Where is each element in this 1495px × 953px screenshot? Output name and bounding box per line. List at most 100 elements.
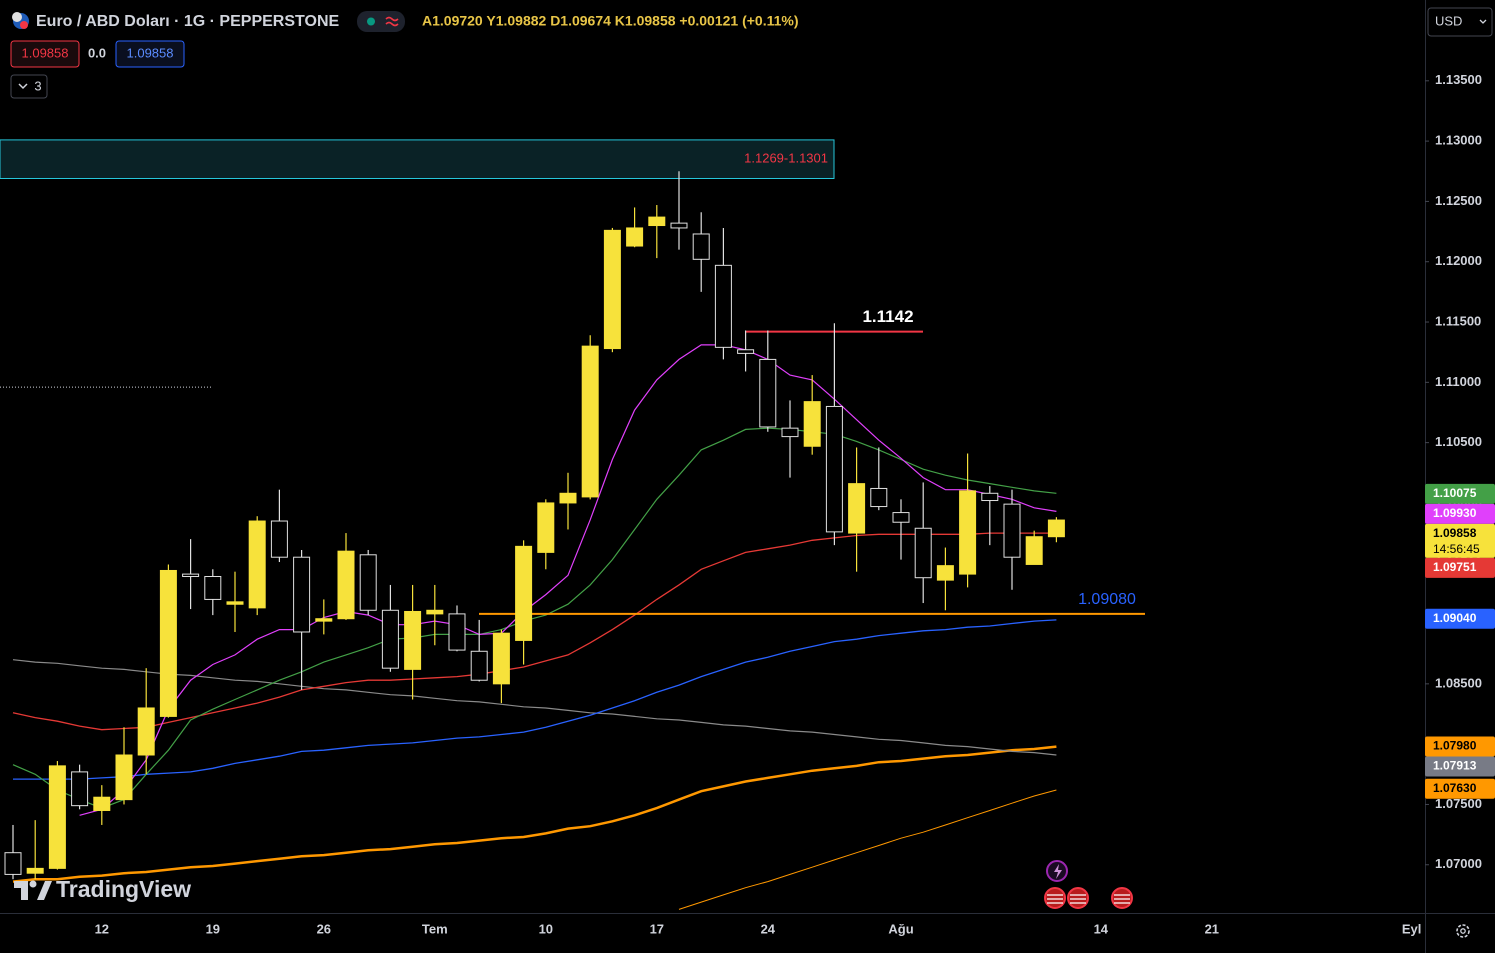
candle-body — [293, 556, 311, 633]
candle-body — [892, 512, 910, 523]
market-status — [357, 11, 405, 32]
candle-body — [692, 233, 710, 260]
candle-body — [26, 867, 44, 874]
candle-body — [115, 754, 133, 801]
x-tick-label: 14 — [1094, 921, 1109, 936]
candle-body — [759, 358, 777, 428]
candle-body — [404, 610, 422, 670]
sell-price[interactable]: 1.09858 — [22, 45, 69, 60]
price-label-box — [1425, 608, 1495, 629]
y-tick-label: 1.10500 — [1435, 434, 1482, 449]
x-tick-label: 19 — [206, 921, 220, 936]
moving-average-line — [13, 619, 1057, 780]
candle-body — [581, 345, 599, 498]
buy-price[interactable]: 1.09858 — [127, 45, 174, 60]
currency-button[interactable] — [1427, 7, 1493, 37]
buy-button[interactable] — [115, 40, 185, 68]
candle-body — [270, 520, 288, 558]
price-label: 1.07630 — [1433, 781, 1477, 795]
candle-body — [559, 492, 577, 504]
symbol-title: Euro / ABD Doları · 1G · PEPPERSTONE — [36, 13, 339, 30]
moving-average-line — [79, 344, 1057, 816]
ohlc-quote: A1.09720 Y1.09882 D1.09674 K1.09858 +0.0… — [422, 13, 799, 29]
candle-body — [737, 349, 755, 354]
candle-body — [537, 502, 555, 553]
x-tick-label: Ağu — [888, 921, 913, 936]
candle-body — [4, 852, 22, 875]
price-label: 1.07913 — [1433, 759, 1477, 773]
level-label: 1.09080 — [1078, 591, 1136, 608]
candle-body — [959, 490, 977, 575]
candle-body — [359, 554, 377, 611]
spread: 0.0 — [88, 45, 106, 60]
candle-body — [226, 601, 244, 605]
moving-average-line — [12, 745, 1057, 883]
candle-body — [1003, 503, 1021, 558]
candle-body — [248, 520, 266, 609]
candle-body — [159, 569, 177, 717]
candle-body — [626, 227, 644, 247]
axes: 1.070001.075001.080001.085001.090001.095… — [95, 72, 1495, 936]
x-tick-label: Tem — [422, 921, 448, 936]
level-label: 1.1142 — [862, 307, 913, 326]
price-label-box — [1425, 557, 1495, 578]
candle-body — [48, 765, 66, 869]
candle-body — [381, 609, 399, 669]
candle-body — [515, 545, 533, 641]
candle-body — [492, 632, 510, 685]
indicators-toggle[interactable] — [10, 74, 48, 99]
zone-label: 1.1269-1.1301 — [744, 151, 828, 166]
candle-body — [848, 483, 866, 534]
candle-body — [93, 796, 111, 811]
y-tick-label: 1.13000 — [1435, 133, 1482, 148]
y-tick-label: 1.07500 — [1435, 796, 1482, 811]
candle-body — [803, 401, 821, 447]
candle-body — [781, 427, 799, 438]
candle-body — [1047, 519, 1065, 538]
price-label: 1.09858 — [1433, 526, 1477, 540]
plot-area: 1.1269-1.1301 1.1142 1.09080 — [0, 139, 1145, 910]
price-label-box — [1425, 523, 1495, 558]
candle-body — [448, 613, 466, 651]
candle-body — [315, 618, 333, 622]
candle-body — [337, 550, 355, 620]
x-tick-label: 24 — [761, 921, 776, 936]
chevron-icon — [1479, 19, 1487, 24]
event-icons[interactable] — [1044, 860, 1133, 909]
candle-body — [670, 222, 688, 229]
candle-body — [870, 487, 888, 508]
candle-body — [182, 573, 200, 578]
watermark: TradingView — [56, 876, 191, 902]
candle-body — [714, 264, 732, 348]
candle-body — [825, 405, 843, 533]
x-tick-label: Eyl — [1402, 921, 1422, 936]
candle-body — [648, 216, 666, 227]
price-label: 1.09751 — [1433, 560, 1477, 574]
y-tick-label: 1.11500 — [1435, 313, 1481, 328]
candle-body — [470, 650, 488, 681]
y-tick-label: 1.13500 — [1435, 72, 1482, 87]
currency[interactable]: USD — [1435, 13, 1462, 28]
moving-average-line — [12, 659, 1057, 756]
candle-body — [914, 527, 932, 579]
moving-average-line — [12, 532, 1057, 731]
price-label-box — [1425, 778, 1495, 799]
candle-body — [1025, 536, 1043, 565]
x-tick-label: 17 — [650, 921, 664, 936]
y-tick-label: 1.11000 — [1435, 374, 1481, 389]
y-tick-label: 1.08500 — [1435, 675, 1482, 690]
x-tick-label: 21 — [1205, 921, 1219, 936]
sell-button[interactable] — [10, 40, 80, 68]
settings-button[interactable] — [1456, 924, 1470, 938]
price-label: 1.09040 — [1433, 611, 1477, 625]
resistance-zone — [0, 139, 835, 179]
indicator-count[interactable]: 3 — [34, 78, 41, 93]
candle-body — [603, 229, 621, 350]
symbol-logo — [12, 12, 29, 29]
price-label-box — [1425, 503, 1495, 524]
price-label-box — [1425, 756, 1495, 777]
tradingview-logo — [14, 880, 52, 900]
x-tick-label: 26 — [317, 921, 331, 936]
